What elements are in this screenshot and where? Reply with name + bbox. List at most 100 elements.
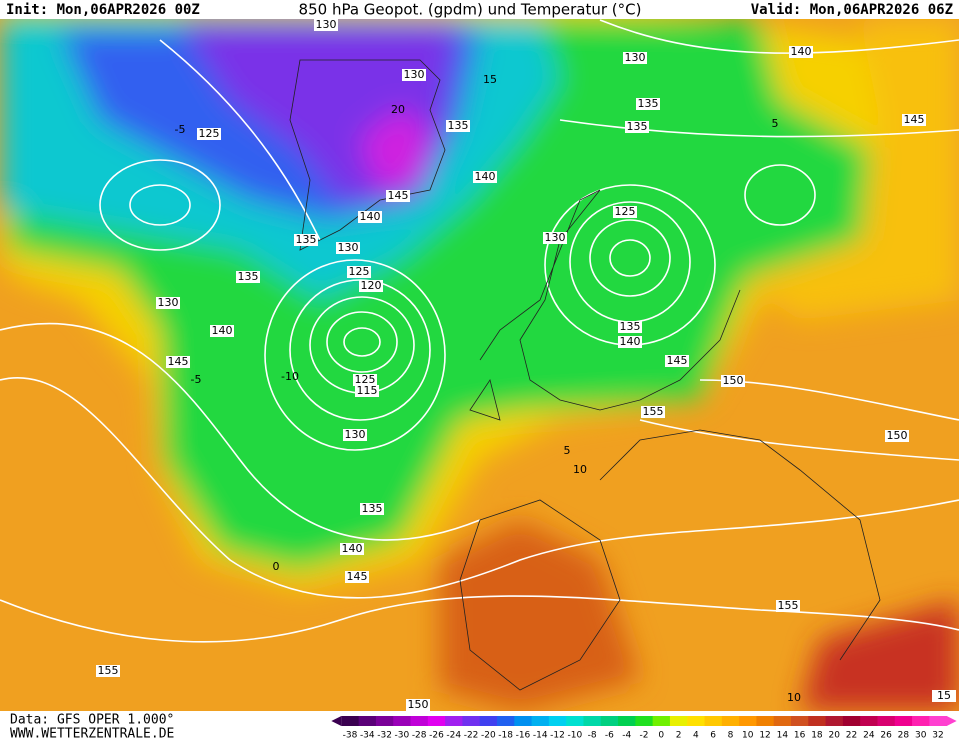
colorbar-label: 12: [759, 731, 770, 741]
colorbar-label: -38: [343, 731, 358, 741]
colorbar-swatch: [358, 716, 377, 726]
isobar-label-box: [210, 325, 234, 337]
isobar-label: 120: [361, 279, 382, 292]
isobar-label: 150: [408, 698, 429, 711]
isobar-label-box: [623, 52, 647, 64]
colorbar-label: -30: [395, 731, 410, 741]
colorbar-swatch: [427, 716, 446, 726]
colorbar-label: -18: [498, 731, 513, 741]
colorbar-label: -10: [567, 731, 582, 741]
colorbar-label: -20: [481, 731, 496, 741]
map: [0, 19, 959, 711]
colorbar-swatch: [514, 716, 533, 726]
isobar-label: 125: [615, 205, 636, 218]
isobar-label: 140: [212, 324, 233, 337]
isobar-label: 130: [404, 68, 425, 81]
colorbar-label: 28: [898, 731, 910, 741]
isobar-label-box: [314, 19, 338, 31]
isobar-label-box: [343, 429, 367, 441]
colorbar-swatch: [600, 716, 619, 726]
colorbar-swatch: [375, 716, 394, 726]
isobar-label-box: [543, 232, 567, 244]
data-source: Data: GFS OPER 1.000°: [10, 713, 174, 728]
isobar-label: 130: [625, 51, 646, 64]
colorbar-label: -16: [516, 731, 531, 741]
isobar-label: 145: [667, 354, 688, 367]
map-title: 850 hPa Geopot. (gpdm) und Temperatur (°…: [299, 1, 642, 19]
colorbar: -38 -34 -32 -30 -28 -26 -24 -22 -20 -18 -16 -14 -12-…: [331, 716, 957, 741]
isobar-label-box: [625, 121, 649, 133]
isobar-label-box: [197, 128, 221, 140]
temperature-field: [0, 19, 959, 711]
isobar-label-box: [721, 375, 745, 387]
colorbar-swatch: [393, 716, 412, 726]
isobar-label: 140: [791, 45, 812, 58]
isobar-label-box: [355, 385, 379, 397]
isobar-label: 145: [168, 355, 189, 368]
isobar-label-box: [613, 206, 637, 218]
temperature-label: 10: [573, 463, 587, 476]
isobar-label-box: [345, 571, 369, 583]
temperature-label: -5: [175, 123, 186, 136]
colorbar-swatch: [618, 716, 636, 726]
isobar-label-box: [776, 600, 800, 612]
temperature-label: -5: [191, 373, 202, 386]
isobar-label-box: [358, 211, 382, 223]
colorbar-swatch: [877, 716, 896, 726]
isobar-label: 15: [937, 689, 951, 702]
isobar-label-box: [902, 114, 926, 126]
colorbar-label: -14: [533, 731, 548, 741]
isobar-label: 130: [316, 18, 337, 31]
temperature-label: 0: [273, 560, 280, 573]
colorbar-swatch: [808, 716, 827, 726]
isobar-label-box: [789, 46, 813, 58]
colorbar-swatch: [548, 716, 567, 726]
colorbar-swatch: [652, 716, 671, 726]
isobar-label-box: [360, 503, 384, 515]
isobar-label-box: [166, 356, 190, 368]
isobar-label: 135: [296, 233, 317, 246]
colorbar-label: -4: [622, 731, 631, 741]
isobar-label: 130: [338, 241, 359, 254]
isobar-label: 145: [904, 113, 925, 126]
colorbar-swatch: [791, 716, 809, 726]
colorbar-swatch: [531, 716, 550, 726]
isobar-label: 140: [342, 542, 363, 555]
isobar-label: 135: [638, 97, 659, 110]
isobar-label: 130: [345, 428, 366, 441]
isobar-label-box: [340, 543, 364, 555]
colorbar-label: 30: [915, 731, 927, 741]
isobar-label: 130: [545, 231, 566, 244]
colorbar-swatch: [721, 716, 740, 726]
colorbar-swatch: [445, 716, 463, 726]
colorbar-label: -24: [446, 731, 461, 741]
colorbar-swatch: [479, 716, 498, 726]
isobar-label: 135: [238, 270, 259, 283]
colorbar-label: -32: [377, 731, 392, 741]
isobar-label-box: [473, 171, 497, 183]
isobar-label: 130: [158, 296, 179, 309]
colorbar-label: 32: [932, 731, 943, 741]
colorbar-label: 2: [676, 731, 682, 741]
temperature-label: 5: [564, 444, 571, 457]
isobar-label: 135: [448, 119, 469, 132]
isobar-label-box: [236, 271, 260, 283]
colorbar-label: 4: [693, 731, 699, 741]
valid-time: Valid: Mon,06APR2026 06Z: [751, 2, 953, 18]
colorbar-label: 10: [742, 731, 754, 741]
colorbar-swatch: [341, 716, 360, 726]
colorbar-label: 24: [863, 731, 875, 741]
isobar-label: 140: [475, 170, 496, 183]
colorbar-swatch: [566, 716, 584, 726]
colorbar-arrow-right: [946, 716, 957, 726]
isobar-label: 135: [627, 120, 648, 133]
colorbar-swatch: [929, 716, 948, 726]
website: WWW.WETTERZENTRALE.DE: [10, 727, 174, 741]
colorbar-swatch: [687, 716, 706, 726]
colorbar-swatch: [756, 716, 775, 726]
colorbar-swatch: [894, 716, 913, 726]
isobar-label-box: [386, 190, 410, 202]
colorbar-label: -8: [588, 731, 597, 741]
isobar-label: 135: [362, 502, 383, 515]
